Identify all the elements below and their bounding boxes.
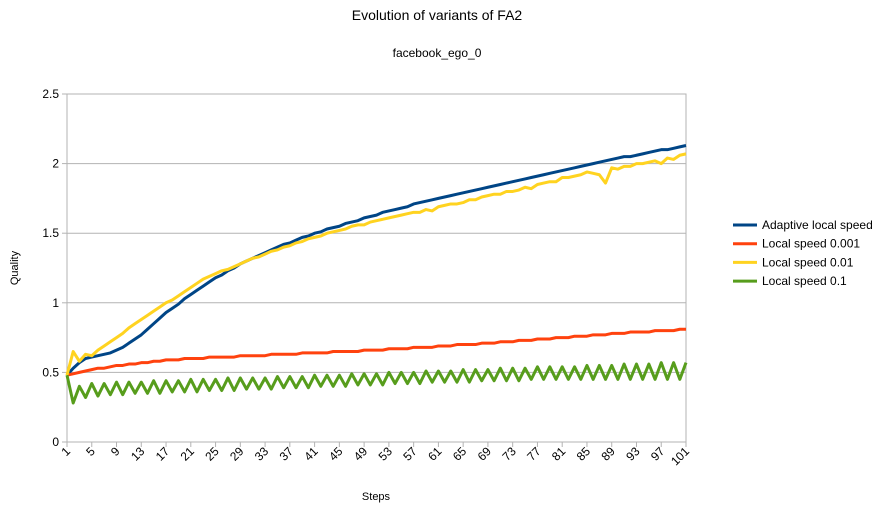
y-axis-label: Quality bbox=[9, 250, 21, 285]
y-tick-label: 0.5 bbox=[42, 365, 59, 379]
x-tick-label: 73 bbox=[499, 444, 519, 464]
y-tick-label: 1.5 bbox=[42, 226, 59, 240]
x-tick-label: 21 bbox=[178, 444, 198, 464]
legend-label: Local speed 0.1 bbox=[762, 274, 847, 288]
x-tick-label: 13 bbox=[128, 444, 148, 464]
x-tick-label: 41 bbox=[301, 444, 321, 464]
x-tick-label: 57 bbox=[400, 444, 420, 464]
y-tick-label: 0 bbox=[52, 435, 59, 449]
legend-label: Adaptive local speed bbox=[762, 218, 873, 232]
x-tick-label: 97 bbox=[648, 444, 668, 464]
x-tick-label: 101 bbox=[668, 444, 692, 468]
series-line bbox=[65, 361, 688, 405]
x-tick-label: 49 bbox=[351, 444, 371, 464]
y-tick-label: 2.5 bbox=[42, 87, 59, 101]
x-tick-label: 89 bbox=[598, 444, 618, 464]
legend-label: Local speed 0.001 bbox=[762, 237, 860, 251]
x-tick-label: 25 bbox=[202, 444, 222, 464]
x-tick-label: 29 bbox=[227, 444, 247, 464]
x-tick-label: 17 bbox=[153, 444, 173, 464]
x-tick-label: 81 bbox=[549, 444, 569, 464]
series-line bbox=[65, 152, 687, 376]
series-line bbox=[66, 327, 686, 377]
legend-label: Local speed 0.01 bbox=[762, 255, 854, 269]
x-tick-label: 53 bbox=[376, 444, 396, 464]
x-tick-label: 9 bbox=[108, 444, 123, 459]
x-axis-label: Steps bbox=[362, 491, 391, 503]
x-tick-label: 45 bbox=[326, 444, 346, 464]
x-tick-label: 5 bbox=[83, 444, 98, 459]
chart-subtitle: facebook_ego_0 bbox=[393, 46, 482, 60]
x-tick-label: 61 bbox=[425, 444, 445, 464]
x-tick-label: 93 bbox=[623, 444, 643, 464]
x-tick-label: 1 bbox=[58, 444, 73, 459]
y-tick-label: 1 bbox=[52, 296, 59, 310]
x-tick-label: 85 bbox=[574, 444, 594, 464]
x-tick-label: 77 bbox=[524, 444, 544, 464]
x-tick-label: 69 bbox=[475, 444, 495, 464]
chart-title: Evolution of variants of FA2 bbox=[352, 7, 523, 23]
x-tick-label: 33 bbox=[252, 444, 272, 464]
x-tick-label: 65 bbox=[450, 444, 470, 464]
plot-area bbox=[66, 93, 687, 443]
x-tick-label: 37 bbox=[277, 444, 297, 464]
series-line bbox=[65, 144, 687, 377]
y-tick-label: 2 bbox=[52, 157, 59, 171]
